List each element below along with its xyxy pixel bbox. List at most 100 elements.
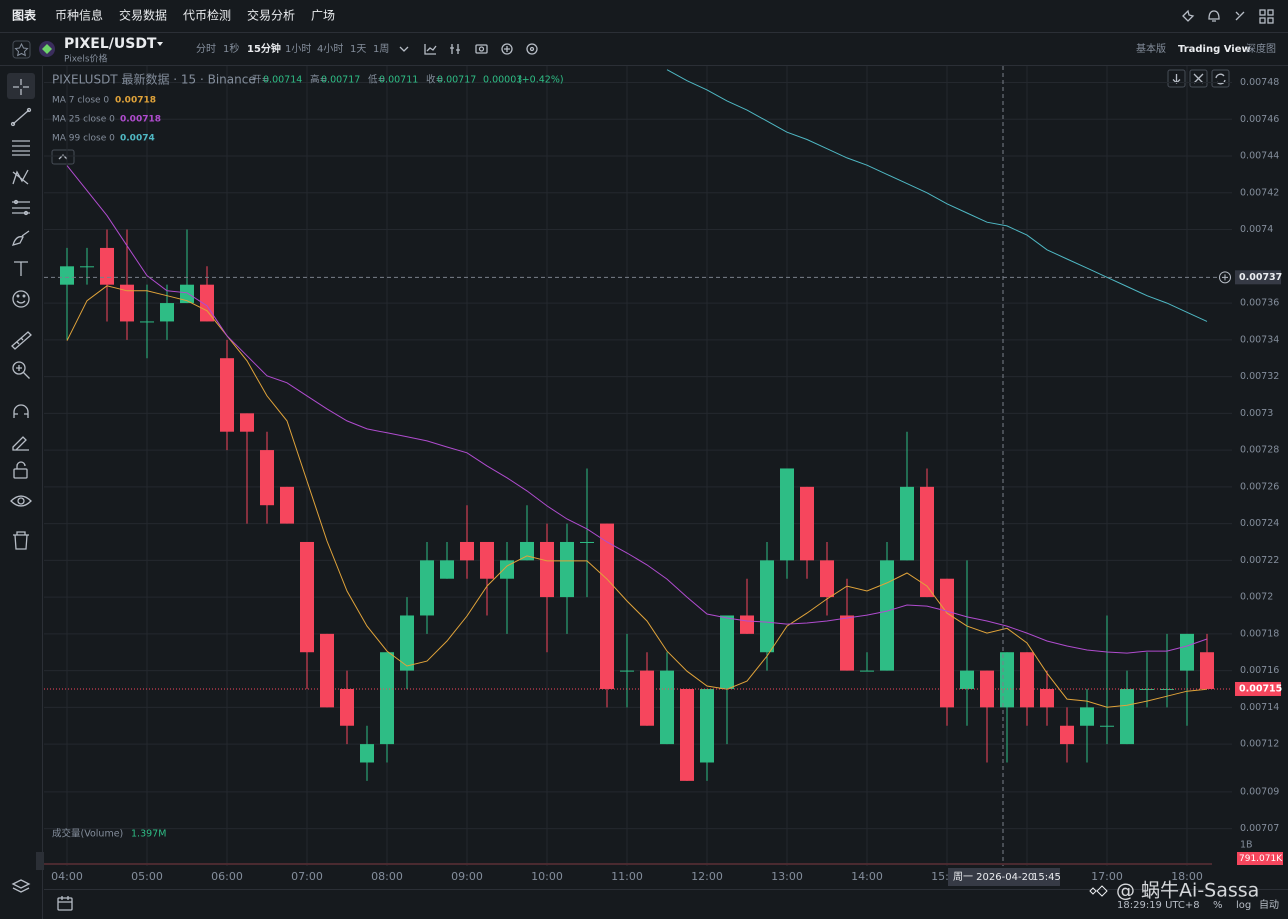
nav-item[interactable]: 代币检测	[183, 8, 231, 23]
y-tick-label: 0.00716	[1240, 665, 1279, 676]
interval[interactable]: 1秒	[223, 42, 239, 55]
dropdown-arrow[interactable]	[157, 42, 163, 46]
y-tick-label: 0.00734	[1240, 334, 1279, 345]
symbol[interactable]: PIXEL/USDT	[64, 36, 157, 52]
crosshair-time-tag	[948, 868, 1060, 886]
candle-body	[320, 633, 334, 708]
scale-button[interactable]: %	[1213, 900, 1223, 911]
price-tag-label: 0.00715	[1239, 683, 1282, 694]
volume-title: 成交量(Volume)	[52, 828, 123, 840]
scale-button[interactable]: 自动	[1259, 898, 1279, 911]
candle-body	[220, 358, 234, 432]
interval[interactable]: 1天	[350, 44, 366, 55]
candle-body	[200, 284, 214, 322]
favorite-button[interactable]	[12, 40, 31, 59]
interval[interactable]: 4小时	[317, 43, 343, 55]
candle-body	[1000, 652, 1014, 708]
y-tick-label: 0.0072	[1240, 592, 1273, 603]
pane-buttons[interactable]	[1167, 69, 1230, 88]
crosshair-price-label: 0.00737	[1239, 272, 1282, 283]
bottom-icon[interactable]	[57, 896, 73, 911]
view-option[interactable]: Trading View	[1178, 44, 1251, 55]
candle-body	[60, 266, 74, 285]
x-tick-label: 04:00	[51, 870, 83, 883]
x-tick-label: 18:00	[1171, 870, 1203, 883]
candle-body	[940, 578, 954, 708]
candle-body	[1180, 633, 1194, 671]
drawing-tools[interactable]	[10, 79, 32, 893]
crosshair-date: 周一 2026-04-20	[953, 871, 1034, 883]
ohlc-label: 低=	[368, 74, 385, 86]
candle-body	[160, 303, 174, 322]
volume-tag-label: 791.071K	[1239, 854, 1283, 864]
nav-item[interactable]: 交易数据	[119, 8, 167, 23]
candle-body	[1040, 688, 1054, 708]
y-tick-label: 0.0074	[1240, 224, 1273, 235]
candle-body	[520, 541, 534, 561]
y-tick-label: 0.00744	[1240, 151, 1279, 162]
scale-button[interactable]: log	[1236, 900, 1251, 911]
crosshair-time: 15:45	[1032, 872, 1061, 883]
candle-body	[360, 744, 374, 763]
candle-body	[540, 541, 554, 598]
y-tick-label: 0.00726	[1240, 481, 1279, 492]
ohlc-value: 0.00714	[263, 75, 302, 86]
x-tick-label: 14:00	[851, 870, 883, 883]
ohlc-value: 0.00717	[321, 75, 360, 86]
toolbar-icons[interactable]	[399, 43, 538, 55]
candle-body	[300, 541, 314, 653]
candle-body	[80, 266, 94, 268]
interval[interactable]: 1周	[373, 43, 389, 55]
candle-body	[1120, 688, 1134, 745]
nav-item[interactable]: 币种信息	[55, 8, 103, 23]
collapse-legend[interactable]	[51, 149, 75, 165]
ma-legend-name: MA 7 close 0	[52, 96, 109, 106]
chart-title: PIXELUSDT 最新数据 · 15 · Binance	[52, 72, 256, 87]
candle-body	[620, 670, 634, 672]
x-tick-label: 13:00	[771, 870, 803, 883]
change-pct: (+0.42%)	[518, 75, 564, 86]
top-icons[interactable]	[1182, 9, 1274, 24]
nav-item[interactable]: 图表	[12, 8, 37, 23]
ma-legend-value: 0.0074	[120, 134, 155, 144]
x-tick-label: 12:00	[691, 870, 723, 883]
y-tick-label: 0.00742	[1240, 187, 1279, 198]
y-tick-label: 0.00728	[1240, 445, 1279, 456]
candle-body	[140, 321, 154, 323]
watermark: @ 蜗牛Ai-Sassa	[1116, 880, 1259, 902]
candle-body	[600, 523, 614, 689]
nav-item[interactable]: 交易分析	[247, 8, 295, 23]
candle-body	[920, 486, 934, 598]
view-option[interactable]: 基本版	[1136, 42, 1166, 55]
y-tick-label: 0.00746	[1240, 114, 1279, 125]
candle-body	[480, 541, 494, 579]
tool-active	[7, 73, 35, 99]
view-option[interactable]: 深度图	[1246, 42, 1276, 55]
candle-body	[760, 560, 774, 653]
candle-body	[1080, 707, 1094, 726]
clock: 18:29:19 UTC+8	[1117, 900, 1200, 911]
interval[interactable]: 15分钟	[247, 42, 281, 55]
interval[interactable]: 1小时	[285, 43, 311, 55]
collapse-tab[interactable]	[36, 852, 44, 870]
ma-legend-value: 0.00718	[120, 115, 161, 125]
y-tick-label: 0.00722	[1240, 555, 1279, 566]
nav-item[interactable]: 广场	[311, 9, 335, 23]
x-tick-label: 09:00	[451, 870, 483, 883]
candle-body	[720, 615, 734, 689]
y-tick-label: 0.00709	[1240, 786, 1279, 797]
candle-body	[900, 486, 914, 561]
candle-body	[280, 486, 294, 524]
watermark-logo	[1089, 885, 1108, 897]
ma-line	[66, 165, 1208, 654]
candle-body	[500, 560, 514, 579]
ohlc-label: 高=	[310, 74, 327, 86]
y-tick-label: 0.00707	[1240, 823, 1279, 834]
candle-body	[1060, 725, 1074, 745]
interval[interactable]: 分时	[196, 43, 216, 55]
x-tick-label: 10:00	[531, 870, 563, 883]
candle-body	[440, 560, 454, 579]
